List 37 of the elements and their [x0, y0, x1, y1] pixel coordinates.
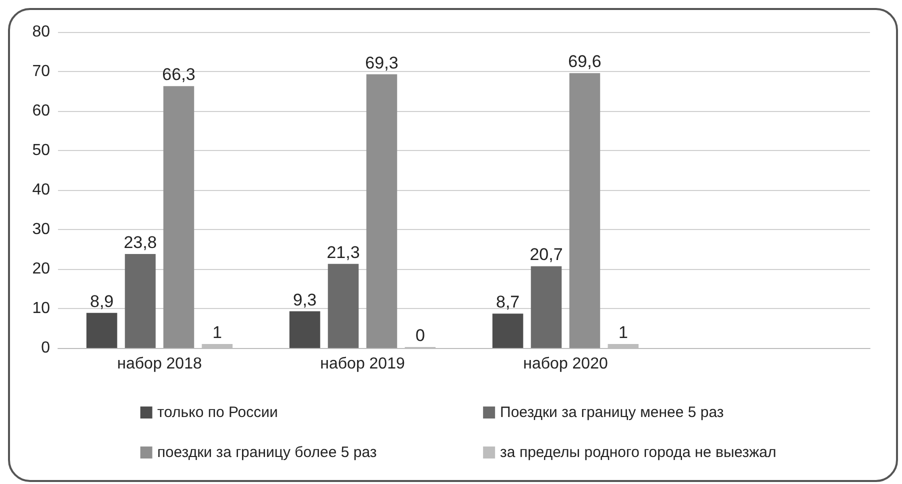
data-label: 66,3 — [162, 65, 196, 84]
data-label: 1 — [618, 323, 628, 342]
bar — [124, 254, 156, 348]
data-label: 8,7 — [496, 292, 520, 312]
x-tick-label: набор 2019 — [320, 356, 405, 372]
y-tick-label: 20 — [32, 260, 50, 278]
y-tick-label: 30 — [32, 221, 50, 238]
bar — [366, 74, 398, 348]
data-label: 8,9 — [90, 292, 114, 311]
bar — [289, 311, 320, 348]
y-tick-label: 10 — [32, 300, 50, 317]
legend-label: поездки за границу более 5 раз — [157, 444, 377, 461]
bar — [163, 86, 194, 348]
y-tick-label: 70 — [32, 63, 50, 80]
y-tick-label: 40 — [32, 182, 50, 198]
bar — [530, 266, 562, 348]
bar — [492, 314, 524, 348]
bar — [569, 73, 600, 348]
y-tick-label: 50 — [32, 142, 50, 159]
legend-label: Поездки за границу менее 5 раз — [500, 404, 724, 421]
data-label: 1 — [212, 323, 222, 342]
data-label: 0 — [415, 326, 425, 345]
bar — [86, 312, 118, 348]
data-label: 23,8 — [124, 232, 157, 252]
y-tick-label: 60 — [32, 102, 50, 120]
data-label: 21,3 — [326, 242, 360, 262]
x-tick-label: набор 2020 — [523, 356, 608, 372]
data-label: 69,6 — [568, 52, 602, 72]
data-label: 69,3 — [365, 53, 398, 72]
y-tick-label: 80 — [32, 24, 50, 40]
data-label: 20,7 — [530, 245, 563, 264]
x-tick-label: набор 2018 — [117, 356, 202, 372]
legend-label: за пределы родного города не выезжал — [500, 444, 776, 461]
bar — [328, 264, 359, 348]
y-tick-label: 0 — [41, 340, 50, 356]
legend-label: только по России — [157, 404, 278, 421]
data-label: 9,3 — [292, 290, 317, 310]
